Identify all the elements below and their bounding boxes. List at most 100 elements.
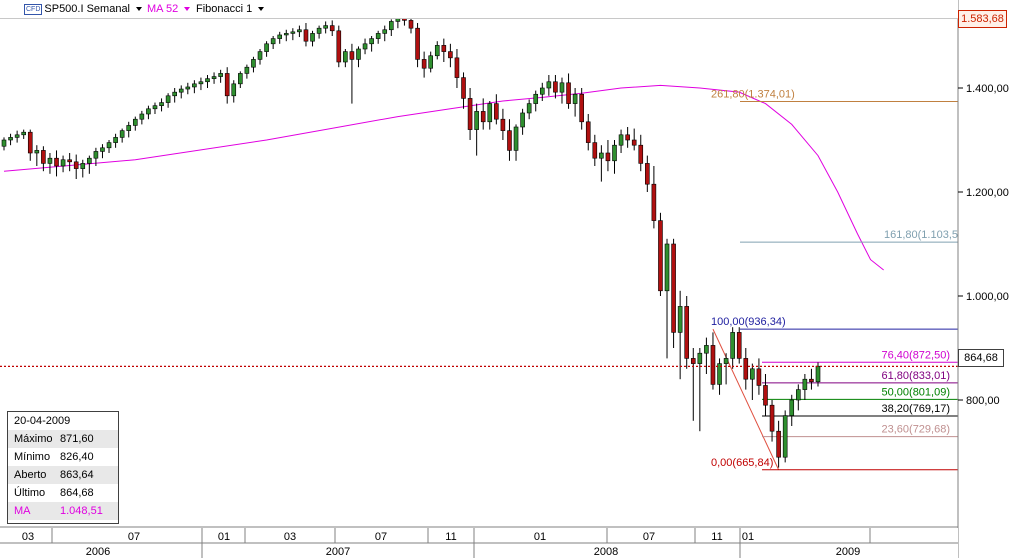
month-label: 07	[375, 531, 387, 543]
candle-body	[290, 31, 296, 34]
candle	[684, 296, 690, 369]
fibonacci-levels[interactable]: 261,80(1.374,01) 161,80(1.103,5 100,00(936…	[711, 89, 958, 471]
candle	[34, 145, 40, 166]
indicator-selector[interactable]: MA 52	[147, 3, 191, 15]
candle-body	[415, 27, 420, 60]
candle-body	[87, 157, 92, 164]
candle	[303, 23, 309, 47]
info-row-ma: MA 1.048,51	[8, 502, 118, 520]
candle-body	[152, 105, 158, 110]
candle	[664, 238, 670, 359]
candle	[789, 394, 795, 426]
candle	[290, 28, 296, 41]
fibonacci-level-label: 161,80(1.103,5	[884, 229, 958, 241]
month-label: 11	[711, 531, 722, 543]
candle-body	[717, 363, 722, 385]
candle	[454, 49, 460, 88]
candle	[146, 105, 151, 120]
candle	[100, 144, 105, 159]
month-label: 07	[128, 531, 140, 543]
candle	[599, 145, 604, 182]
month-label: 01	[534, 531, 546, 543]
candle	[658, 212, 663, 296]
candle	[480, 98, 486, 130]
candle-body	[8, 137, 13, 141]
candle-body	[244, 66, 250, 74]
candle-body	[750, 368, 755, 380]
candle-body	[625, 134, 630, 141]
candle-body	[697, 352, 703, 364]
candle-body	[27, 131, 33, 154]
candle	[434, 41, 440, 60]
candle	[802, 374, 808, 400]
candle-body	[382, 29, 388, 34]
info-label: Mínimo	[14, 451, 51, 463]
candle-body	[796, 389, 801, 401]
candle-body	[73, 161, 79, 169]
candle	[336, 25, 342, 68]
candle	[80, 159, 86, 178]
candle-body	[106, 142, 112, 149]
candle-body	[356, 48, 361, 60]
candle-body	[520, 112, 525, 128]
candle-body	[336, 30, 342, 63]
time-axis[interactable]: 03 07 01 03 07 11 01 07 11 01 2006 2007 2008 2009	[0, 528, 958, 558]
candle	[73, 154, 79, 179]
candle-body	[159, 102, 164, 106]
candle-body	[34, 150, 40, 154]
candle-body	[369, 38, 374, 45]
moving-average-line	[3, 84, 884, 271]
candle-body	[349, 51, 355, 60]
candle-body	[736, 332, 742, 359]
candle	[264, 41, 269, 57]
candle	[106, 140, 112, 153]
candle-body	[513, 126, 519, 151]
candle	[93, 147, 99, 166]
symbol-selector[interactable]: CFD SP500.I Semanal	[24, 3, 143, 15]
candle-body	[14, 134, 20, 138]
candle	[421, 51, 427, 78]
info-date-row: 20-04-2009	[8, 412, 118, 430]
candle-body	[730, 332, 735, 359]
candle	[579, 88, 584, 130]
candle	[513, 124, 519, 161]
year-label: 2006	[86, 546, 110, 558]
candle	[329, 20, 335, 36]
candle-body	[257, 51, 263, 60]
candle-body	[507, 130, 512, 151]
price-tick-label: 1.200,00	[966, 187, 1009, 199]
candle	[467, 88, 473, 140]
candle	[192, 80, 197, 94]
candle-body	[467, 98, 473, 130]
candle	[356, 46, 361, 68]
candle	[310, 30, 315, 47]
candle	[730, 327, 735, 369]
candle	[382, 25, 388, 42]
candle	[526, 99, 532, 120]
candle	[113, 133, 118, 148]
candle	[553, 75, 558, 99]
candle-body	[533, 93, 539, 104]
candle-body	[782, 415, 788, 458]
candle-body	[494, 103, 499, 120]
candle-body	[500, 118, 506, 131]
price-tick-label: 1.000,00	[966, 291, 1009, 303]
candle	[572, 88, 578, 117]
candle	[1, 137, 7, 151]
candle	[8, 133, 13, 146]
candle-body	[605, 152, 611, 162]
candle-body	[389, 21, 394, 31]
chevron-down-icon	[258, 7, 265, 12]
fibonacci-selector[interactable]: Fibonacci 1	[196, 3, 265, 15]
candle-body	[480, 111, 486, 123]
candle-body	[428, 55, 433, 69]
candle	[809, 368, 814, 390]
candle	[776, 420, 781, 468]
candle-body	[251, 59, 256, 68]
candle	[717, 358, 722, 395]
candle-body	[362, 43, 368, 50]
candle	[428, 51, 433, 73]
candle	[782, 410, 788, 463]
